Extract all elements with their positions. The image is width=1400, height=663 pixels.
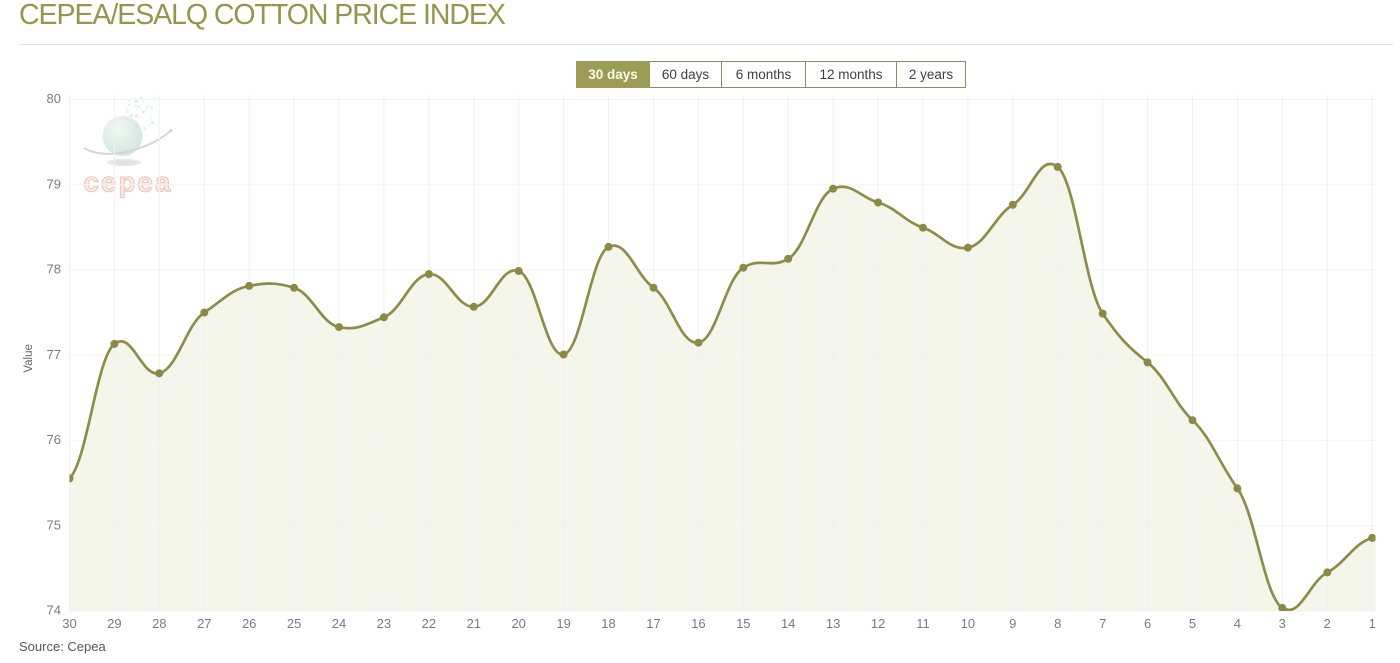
svg-text:2: 2 bbox=[1324, 616, 1331, 631]
svg-text:10: 10 bbox=[961, 616, 975, 631]
svg-text:28: 28 bbox=[152, 616, 166, 631]
svg-text:12: 12 bbox=[871, 616, 885, 631]
svg-text:14: 14 bbox=[781, 616, 795, 631]
svg-text:5: 5 bbox=[1189, 616, 1196, 631]
svg-text:27: 27 bbox=[197, 616, 211, 631]
svg-text:18: 18 bbox=[601, 616, 615, 631]
svg-text:3: 3 bbox=[1279, 616, 1286, 631]
svg-text:11: 11 bbox=[916, 616, 930, 631]
svg-text:78: 78 bbox=[47, 262, 61, 277]
svg-text:76: 76 bbox=[47, 432, 61, 447]
svg-text:15: 15 bbox=[736, 616, 750, 631]
svg-text:8: 8 bbox=[1054, 616, 1061, 631]
svg-text:79: 79 bbox=[47, 176, 61, 191]
svg-text:21: 21 bbox=[467, 616, 481, 631]
svg-text:13: 13 bbox=[826, 616, 840, 631]
svg-text:74: 74 bbox=[47, 603, 61, 618]
svg-text:1: 1 bbox=[1369, 616, 1376, 631]
svg-text:25: 25 bbox=[287, 616, 301, 631]
svg-text:75: 75 bbox=[47, 517, 61, 532]
svg-text:77: 77 bbox=[47, 347, 61, 362]
svg-text:4: 4 bbox=[1234, 616, 1241, 631]
svg-text:22: 22 bbox=[422, 616, 436, 631]
svg-text:17: 17 bbox=[646, 616, 660, 631]
svg-text:26: 26 bbox=[242, 616, 256, 631]
svg-text:29: 29 bbox=[107, 616, 121, 631]
svg-text:24: 24 bbox=[332, 616, 346, 631]
svg-text:19: 19 bbox=[556, 616, 570, 631]
svg-text:16: 16 bbox=[691, 616, 705, 631]
svg-text:80: 80 bbox=[47, 91, 61, 106]
svg-text:6: 6 bbox=[1144, 616, 1151, 631]
svg-text:20: 20 bbox=[511, 616, 525, 631]
svg-text:9: 9 bbox=[1009, 616, 1016, 631]
svg-text:7: 7 bbox=[1099, 616, 1106, 631]
svg-text:23: 23 bbox=[377, 616, 391, 631]
svg-text:30: 30 bbox=[62, 616, 76, 631]
svg-text:Value: Value bbox=[23, 344, 35, 373]
svg-text:cepea: cepea bbox=[84, 167, 173, 198]
